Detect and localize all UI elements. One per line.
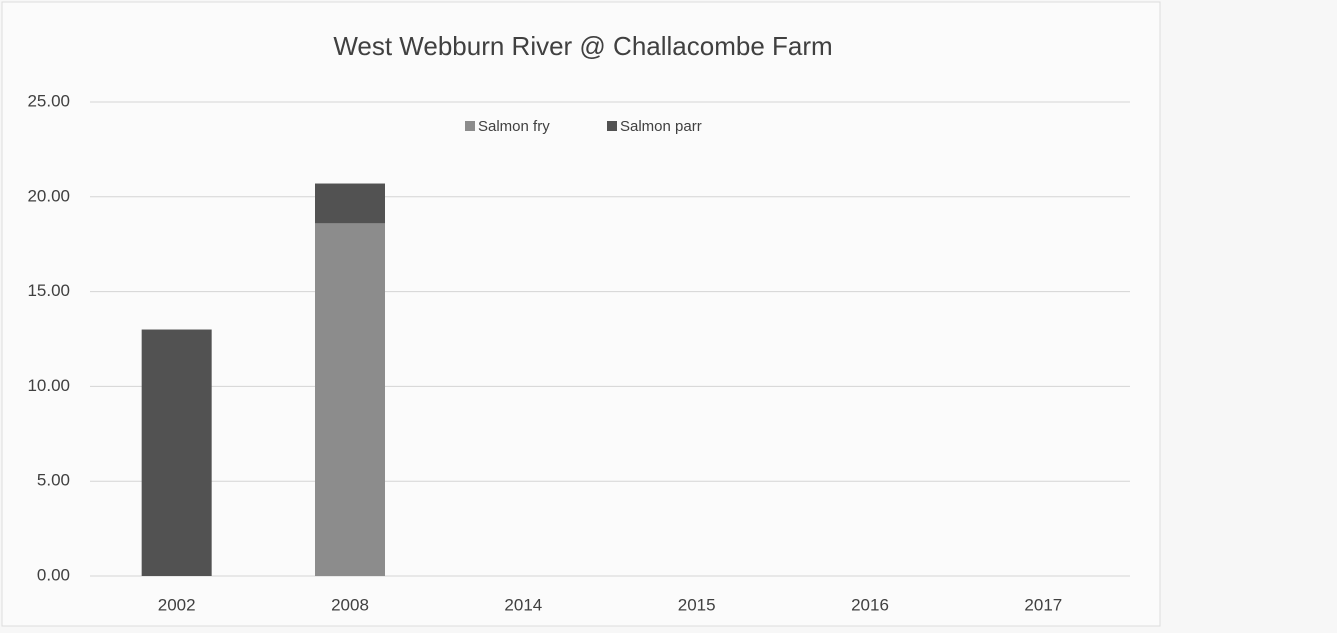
bar-segment — [315, 183, 385, 224]
x-tick-label: 2016 — [851, 595, 889, 614]
chart-title: West Webburn River @ Challacombe Farm — [333, 31, 832, 61]
bar-segment — [315, 223, 385, 576]
y-tick-label: 5.00 — [37, 471, 70, 490]
x-tick-label: 2002 — [158, 595, 196, 614]
legend-swatch — [465, 121, 475, 131]
x-tick-label: 2014 — [504, 595, 542, 614]
bar-segment — [141, 329, 212, 576]
y-tick-label: 15.00 — [27, 281, 70, 300]
y-tick-label: 25.00 — [27, 91, 70, 110]
legend-label: Salmon parr — [620, 118, 702, 135]
x-tick-label: 2015 — [678, 595, 716, 614]
y-tick-label: 0.00 — [37, 565, 70, 584]
x-tick-label: 2017 — [1024, 595, 1062, 614]
legend-label: Salmon fry — [478, 118, 550, 135]
y-tick-label: 20.00 — [27, 186, 70, 205]
x-tick-label: 2008 — [331, 595, 369, 614]
y-tick-label: 10.00 — [27, 376, 70, 395]
legend-swatch — [607, 121, 617, 131]
